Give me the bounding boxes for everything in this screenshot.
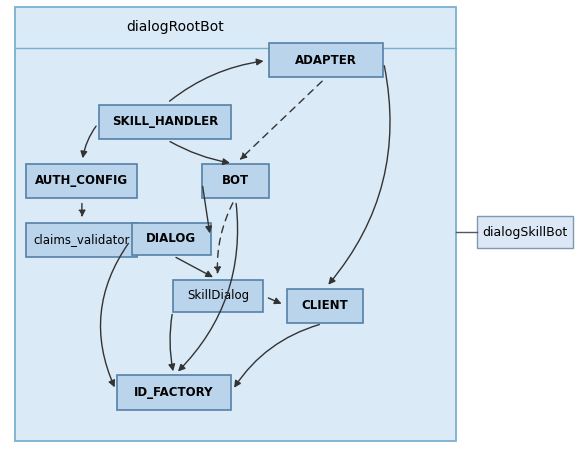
- FancyBboxPatch shape: [269, 43, 383, 77]
- Text: dialogRootBot: dialogRootBot: [126, 20, 225, 34]
- Text: ADAPTER: ADAPTER: [295, 54, 357, 67]
- FancyBboxPatch shape: [477, 216, 573, 248]
- Text: SKILL_HANDLER: SKILL_HANDLER: [112, 115, 218, 128]
- FancyBboxPatch shape: [287, 289, 363, 323]
- FancyBboxPatch shape: [26, 223, 137, 257]
- Text: ID_FACTORY: ID_FACTORY: [135, 386, 214, 399]
- Text: BOT: BOT: [222, 174, 249, 187]
- FancyBboxPatch shape: [15, 7, 456, 441]
- FancyBboxPatch shape: [117, 375, 231, 410]
- Text: claims_validator: claims_validator: [34, 233, 130, 247]
- Text: SkillDialog: SkillDialog: [187, 289, 249, 302]
- FancyBboxPatch shape: [202, 164, 269, 198]
- FancyBboxPatch shape: [132, 223, 211, 255]
- FancyBboxPatch shape: [99, 105, 231, 139]
- Text: DIALOG: DIALOG: [146, 233, 196, 245]
- FancyBboxPatch shape: [26, 164, 137, 198]
- Text: CLIENT: CLIENT: [301, 299, 348, 313]
- FancyBboxPatch shape: [173, 280, 263, 312]
- Text: dialogSkillBot: dialogSkillBot: [483, 226, 567, 238]
- Text: AUTH_CONFIG: AUTH_CONFIG: [35, 174, 129, 187]
